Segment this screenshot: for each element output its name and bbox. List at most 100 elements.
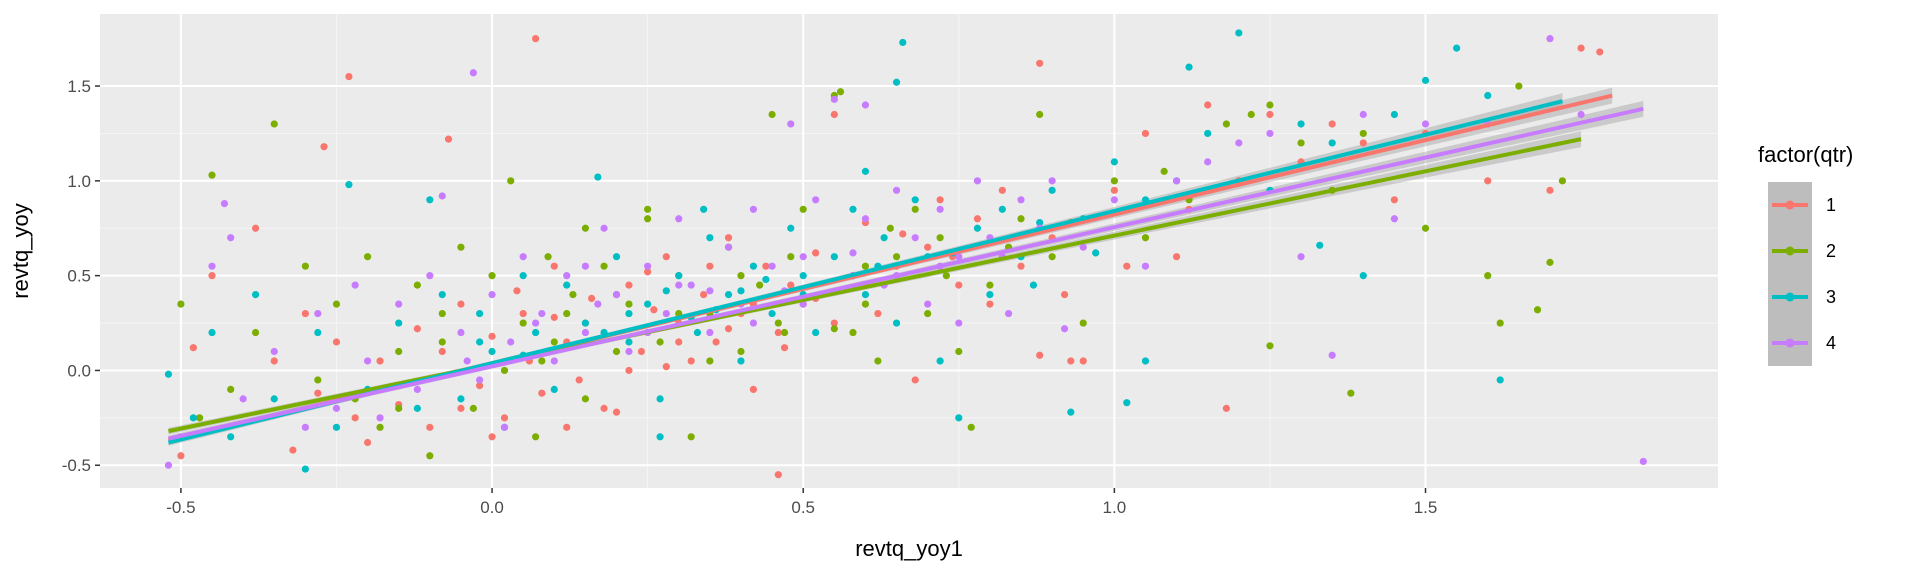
- data-point-qtr-2: [861, 300, 870, 308]
- data-point-qtr-3: [1141, 357, 1150, 365]
- data-point-qtr-2: [177, 300, 185, 308]
- data-point-qtr-3: [1421, 76, 1430, 84]
- data-point-qtr-3: [861, 167, 870, 175]
- data-point-qtr-1: [787, 281, 795, 289]
- data-point-qtr-1: [1204, 101, 1212, 109]
- data-point-qtr-2: [251, 328, 260, 337]
- data-point-qtr-1: [780, 344, 789, 352]
- data-point-qtr-2: [532, 433, 540, 441]
- data-point-qtr-2: [644, 205, 652, 213]
- data-point-qtr-3: [1316, 241, 1324, 249]
- legend-key-point-2: [1785, 246, 1795, 256]
- data-point-qtr-1: [251, 224, 260, 232]
- data-point-qtr-1: [1079, 357, 1087, 365]
- data-point-qtr-2: [395, 347, 403, 356]
- data-point-qtr-2: [756, 281, 764, 289]
- data-point-qtr-2: [768, 110, 776, 119]
- data-point-qtr-1: [413, 325, 421, 333]
- data-point-qtr-1: [724, 325, 733, 333]
- data-point-qtr-1: [1036, 351, 1044, 359]
- data-point-qtr-3: [270, 395, 278, 403]
- data-point-qtr-4: [220, 200, 229, 208]
- data-point-qtr-2: [227, 385, 235, 394]
- data-point-qtr-2: [1048, 253, 1056, 261]
- data-point-qtr-3: [189, 414, 197, 422]
- data-point-qtr-2: [1079, 319, 1087, 327]
- data-point-qtr-2: [687, 433, 695, 441]
- data-point-qtr-3: [849, 205, 857, 213]
- legend-label-1: 1: [1826, 195, 1836, 215]
- data-point-qtr-2: [544, 253, 552, 261]
- data-point-qtr-4: [550, 357, 558, 365]
- data-point-qtr-1: [625, 366, 633, 375]
- data-point-qtr-3: [724, 291, 733, 299]
- data-point-qtr-3: [662, 287, 670, 295]
- data-point-qtr-1: [1484, 177, 1492, 185]
- data-point-qtr-4: [1017, 196, 1025, 204]
- data-point-qtr-3: [955, 414, 963, 422]
- data-point-qtr-2: [830, 325, 838, 333]
- data-point-qtr-3: [693, 328, 702, 337]
- data-point-qtr-1: [955, 281, 963, 289]
- legend-key-point-1: [1785, 200, 1795, 210]
- data-point-qtr-2: [1496, 319, 1504, 327]
- data-point-qtr-1: [208, 272, 216, 280]
- data-point-qtr-2: [1297, 139, 1305, 147]
- data-point-qtr-2: [706, 357, 714, 365]
- data-point-qtr-1: [550, 262, 558, 270]
- data-point-qtr-4: [239, 395, 247, 403]
- y-tick-label: -0.5: [62, 456, 91, 475]
- data-point-qtr-3: [594, 173, 602, 181]
- data-point-qtr-4: [413, 385, 421, 394]
- data-point-qtr-3: [413, 404, 421, 412]
- data-point-qtr-3: [1092, 249, 1100, 257]
- data-point-qtr-1: [532, 35, 540, 43]
- data-point-qtr-2: [413, 281, 421, 289]
- data-point-qtr-1: [1596, 48, 1604, 56]
- data-point-qtr-1: [332, 338, 341, 346]
- data-point-qtr-2: [625, 300, 633, 308]
- fit-line-qtr-4: [168, 106, 1644, 441]
- data-point-qtr-3: [314, 328, 322, 337]
- legend-label-4: 4: [1826, 333, 1836, 353]
- data-point-qtr-1: [911, 376, 919, 384]
- data-point-qtr-1: [189, 344, 197, 352]
- data-point-qtr-2: [569, 291, 577, 299]
- data-point-qtr-1: [320, 143, 328, 151]
- data-point-qtr-3: [899, 38, 907, 47]
- data-point-qtr-2: [955, 347, 963, 356]
- data-point-qtr-2: [874, 357, 882, 365]
- data-point-qtr-4: [488, 291, 496, 299]
- data-point-qtr-3: [675, 272, 683, 280]
- fit-line-qtr-2: [168, 137, 1582, 434]
- data-point-qtr-3: [706, 234, 714, 242]
- data-point-qtr-4: [476, 376, 484, 384]
- data-point-qtr-4: [1297, 253, 1305, 261]
- data-point-qtr-4: [395, 300, 403, 308]
- data-point-qtr-3: [737, 287, 745, 295]
- data-point-qtr-4: [1004, 309, 1013, 318]
- data-point-qtr-4: [787, 120, 795, 128]
- y-tick-label: 0.5: [67, 267, 91, 286]
- data-point-qtr-1: [1328, 120, 1336, 128]
- data-point-qtr-1: [724, 234, 733, 242]
- y-tick-label: 1.5: [67, 77, 91, 96]
- data-point-qtr-2: [600, 262, 608, 270]
- plot-panel: [100, 14, 1718, 488]
- data-point-qtr-4: [500, 423, 509, 431]
- data-point-qtr-4: [892, 186, 901, 194]
- grid-lines: [100, 14, 1718, 488]
- data-point-qtr-4: [227, 234, 235, 242]
- data-point-qtr-4: [955, 253, 963, 261]
- data-point-qtr-2: [457, 243, 465, 251]
- data-point-qtr-2: [1141, 234, 1150, 242]
- data-point-qtr-4: [164, 461, 173, 469]
- data-point-qtr-3: [563, 281, 571, 289]
- data-point-qtr-4: [644, 262, 652, 270]
- data-point-qtr-4: [301, 423, 309, 431]
- data-point-qtr-1: [1359, 139, 1367, 147]
- data-point-qtr-1: [1060, 291, 1069, 299]
- data-point-qtr-4: [973, 177, 982, 185]
- data-point-qtr-2: [1347, 389, 1355, 397]
- data-point-qtr-4: [463, 357, 471, 365]
